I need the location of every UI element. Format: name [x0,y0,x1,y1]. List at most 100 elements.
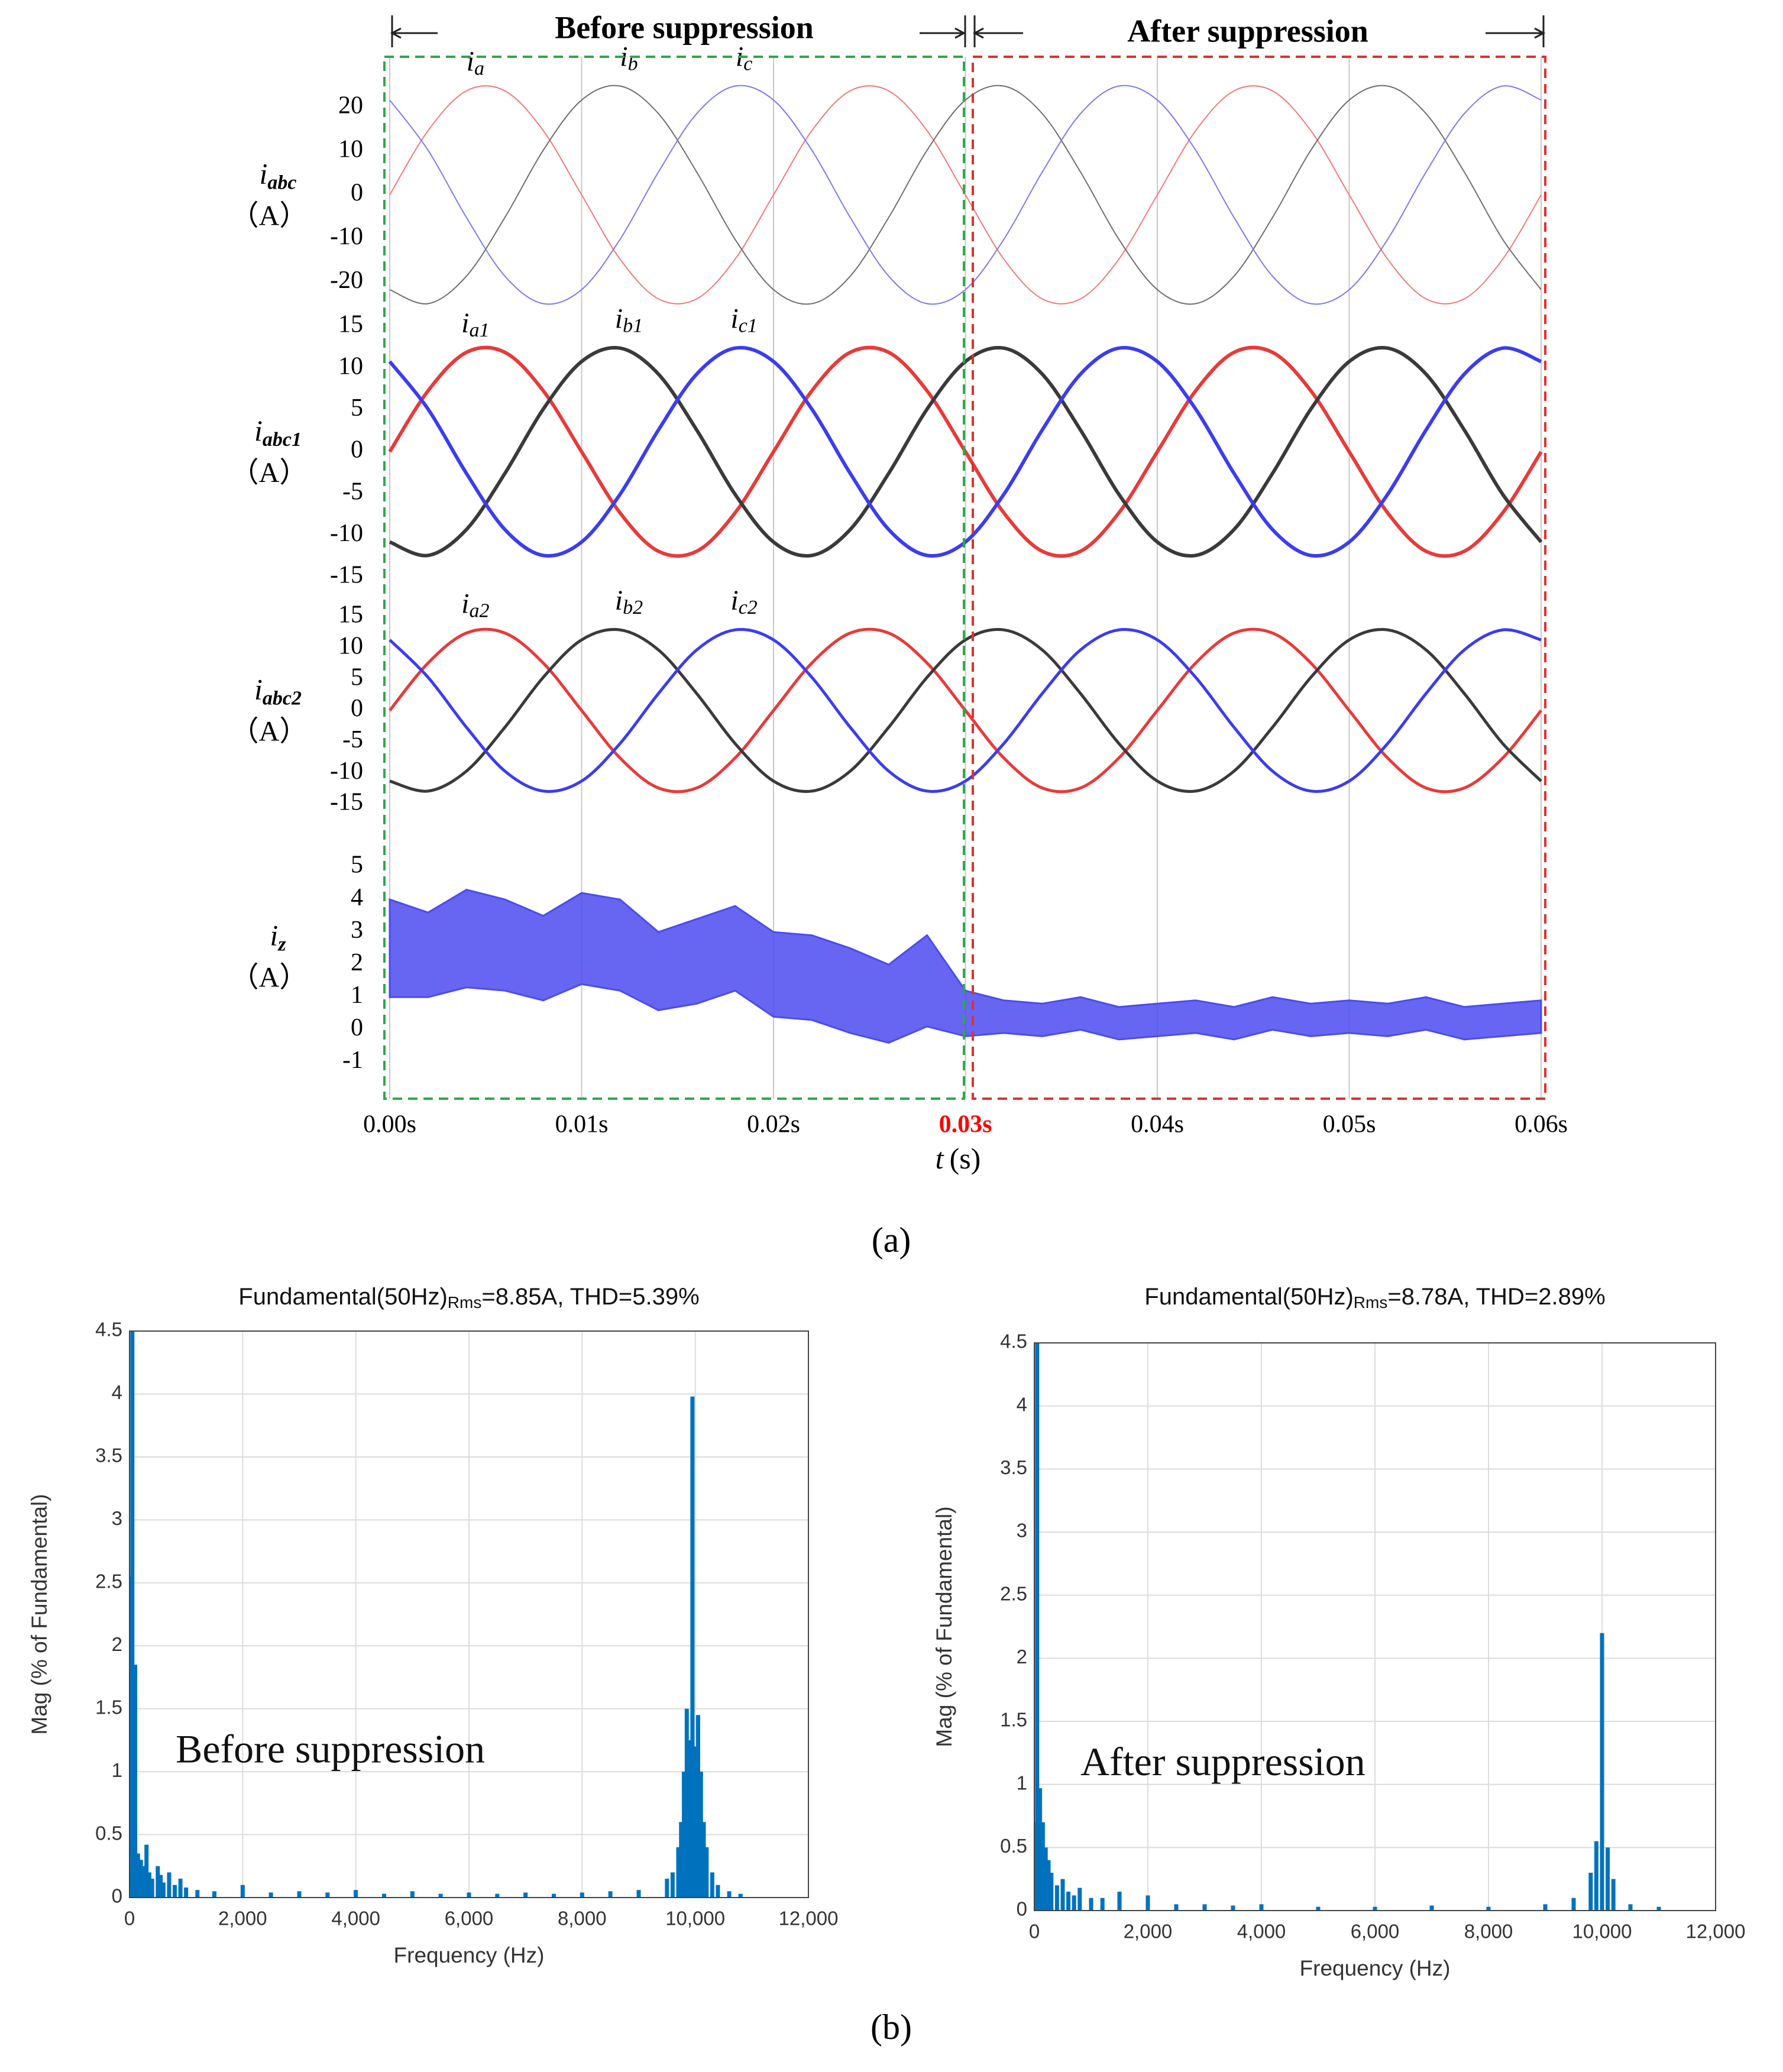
annotation: After suppression [1080,1739,1365,1784]
series-line [388,345,1543,558]
bar [1049,1873,1054,1911]
x-tick-label: 2,000 [1124,1921,1173,1942]
series-label-part: a [474,57,484,79]
y-tick-label: 1.5 [1000,1709,1027,1731]
bar [1060,1879,1065,1911]
bar [1072,1895,1076,1911]
y-tick-label: -10 [330,757,363,785]
bar [150,1879,154,1898]
x-tick-label: 0.06s [1515,1111,1568,1138]
y-tick-label: 1.5 [95,1696,122,1718]
y-tick-label: 3 [351,917,363,944]
bar [1046,1860,1051,1911]
series-label: ia [467,46,484,80]
y-tick-label: 10 [338,632,363,659]
y-tick-label: 3 [1017,1520,1027,1542]
y-axis-label: Mag (% of Fundamental) [27,1494,51,1734]
y-tick-label: 4.5 [1000,1330,1027,1352]
bar [738,1893,743,1898]
y-axis-label-part: abc1 [263,429,302,451]
bar [695,1715,700,1898]
bar [704,1847,709,1898]
y-axis-label: iabc [260,157,297,193]
bar [438,1893,443,1898]
bar [1259,1904,1264,1911]
y-tick-label: 2.5 [1000,1582,1027,1604]
bar [701,1822,706,1898]
x-tick-label: 4,000 [1237,1921,1286,1942]
y-tick-label: 5 [351,663,363,691]
x-tick-label: 2,000 [218,1908,267,1929]
bar [133,1665,138,1898]
series-line [389,85,1542,305]
y-tick-label: 1 [351,982,363,1009]
bar [727,1891,732,1898]
bar [1588,1873,1593,1911]
series-label-part: i [730,303,738,335]
plot-frame [1034,1342,1716,1911]
bar [1600,1633,1604,1911]
bar [716,1885,720,1898]
x-tick-label: 10,000 [1572,1921,1632,1942]
y-axis-label-part: i [254,414,263,447]
bar [467,1892,471,1898]
bar [135,1853,140,1898]
bar [552,1893,556,1898]
bar [1656,1906,1661,1911]
chart-title-part: Rms [448,1293,482,1312]
bar [167,1872,171,1898]
y-tick-label: -5 [342,726,363,753]
bar [710,1872,714,1898]
bar [1077,1888,1082,1911]
y-tick-label: 1 [1017,1772,1027,1793]
plot-frame [129,1330,809,1898]
bar [608,1891,613,1898]
annotation: Before suppression [555,9,814,45]
series-label: ic1 [730,303,757,337]
x-tick-label: 0 [1029,1921,1040,1942]
bar [173,1885,177,1898]
x-axis-label-part: t [936,1142,944,1175]
series-line [389,627,1542,794]
bar [1089,1898,1093,1911]
bar [184,1887,189,1898]
series-label: ia2 [461,588,489,621]
bar [1373,1906,1377,1911]
y-tick-label: 20 [338,92,363,119]
bar [141,1866,146,1898]
bar [1038,1788,1043,1911]
bar [676,1847,681,1898]
bar [1100,1898,1105,1911]
x-tick-label: 0.01s [555,1111,609,1138]
bar [212,1891,216,1898]
annotation: After suppression [1127,13,1368,48]
y-tick-label: 3.5 [95,1445,122,1466]
bar [130,1331,135,1898]
series-label-part: a1 [469,319,489,341]
y-tick-label: 2.5 [95,1570,122,1592]
y-tick-label: 0.5 [1000,1835,1027,1857]
y-tick-label: 0 [1017,1898,1027,1920]
bars [130,1331,743,1898]
y-tick-label: -10 [330,223,363,250]
y-axis-label: iabc1 [254,414,302,450]
y-tick-label: -10 [330,520,363,547]
series-label-part: c2 [739,597,758,619]
x-tick-label: 6,000 [445,1908,494,1929]
y-axis-unit: （A） [231,716,308,747]
x-tick-label: 0.00s [363,1111,416,1138]
x-tick-label: 0.03s [939,1111,992,1138]
y-tick-label: 4 [351,884,363,911]
x-tick-label: 6,000 [1351,1921,1400,1942]
y-axis-unit: （A） [231,457,308,488]
series-label-part: i [461,588,469,619]
bar [144,1844,149,1898]
bar [325,1892,330,1898]
bars [1034,1343,1661,1911]
bar [1117,1892,1122,1911]
bar [665,1879,669,1898]
chart-title-part: Rms [1354,1293,1388,1312]
y-axis-label-part: abc2 [263,687,302,709]
y-tick-label: 0 [351,695,363,722]
